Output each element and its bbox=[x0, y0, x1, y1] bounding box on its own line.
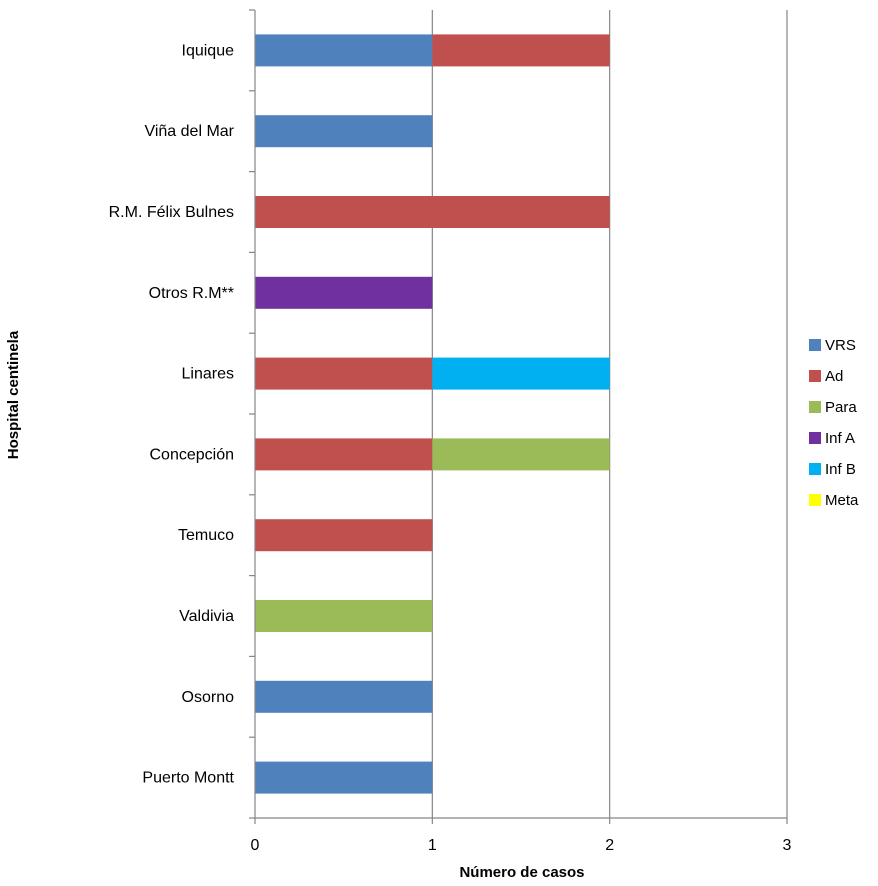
gridlines bbox=[431, 10, 788, 818]
legend-label: Para bbox=[825, 399, 857, 416]
legend-label: Inf B bbox=[825, 461, 856, 478]
legend: VRS Ad Para Inf A Inf B Meta bbox=[809, 337, 859, 509]
x-tick-labels: 0 1 2 3 bbox=[251, 837, 792, 854]
x-tick-label: 0 bbox=[251, 837, 260, 854]
legend-swatch bbox=[809, 494, 821, 506]
bar-ad bbox=[255, 519, 433, 552]
category-labels: Iquique Viña del Mar R.M. Félix Bulnes Otro… bbox=[109, 42, 235, 786]
legend-label: Inf A bbox=[825, 430, 855, 447]
bar-ad bbox=[255, 357, 433, 390]
bar-vrs bbox=[255, 34, 433, 67]
bars bbox=[255, 34, 610, 794]
category-label: Linares bbox=[182, 366, 234, 383]
bar-vrs bbox=[255, 761, 433, 794]
category-label: Iquique bbox=[182, 42, 235, 59]
bar-para bbox=[255, 600, 433, 632]
category-label: Viña del Mar bbox=[144, 123, 234, 140]
bar-vrs bbox=[255, 680, 433, 713]
category-label: Otros R.M** bbox=[149, 285, 234, 302]
legend-label: Meta bbox=[825, 492, 859, 509]
legend-label: Ad bbox=[825, 368, 843, 385]
category-label: Valdivia bbox=[179, 608, 234, 625]
axes bbox=[249, 9, 788, 824]
x-tick-label: 1 bbox=[428, 837, 437, 854]
legend-swatch bbox=[809, 463, 821, 475]
x-axis-title: Número de casos bbox=[459, 864, 584, 881]
bar-ad bbox=[255, 196, 610, 228]
legend-swatch bbox=[809, 370, 821, 382]
category-label: Temuco bbox=[178, 527, 234, 544]
category-label: Puerto Montt bbox=[142, 770, 234, 787]
x-tick-label: 3 bbox=[783, 837, 792, 854]
legend-swatch bbox=[809, 401, 821, 413]
bar-vrs bbox=[255, 115, 433, 148]
bar-inf-b bbox=[432, 357, 610, 390]
category-label: R.M. Félix Bulnes bbox=[109, 204, 234, 221]
legend-label: VRS bbox=[825, 337, 856, 354]
bar-ad bbox=[432, 34, 610, 67]
legend-swatch bbox=[809, 339, 821, 351]
bar-para bbox=[432, 438, 610, 471]
category-label: Osorno bbox=[182, 689, 235, 706]
bar-inf-a bbox=[255, 276, 433, 309]
bar-ad bbox=[255, 438, 433, 471]
category-label: Concepción bbox=[150, 446, 235, 463]
x-tick-label: 2 bbox=[605, 837, 614, 854]
legend-swatch bbox=[809, 432, 821, 444]
y-axis-title: Hospital centinela bbox=[5, 330, 22, 459]
